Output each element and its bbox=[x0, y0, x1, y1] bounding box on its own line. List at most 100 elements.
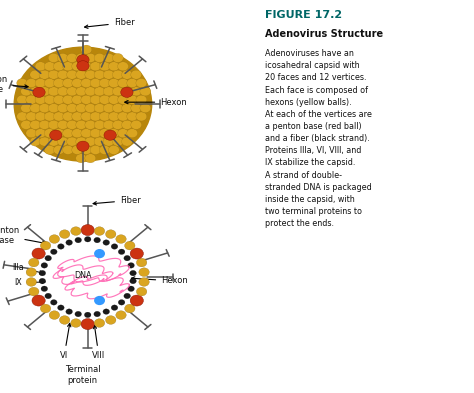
Circle shape bbox=[48, 120, 59, 129]
Circle shape bbox=[94, 319, 105, 327]
Circle shape bbox=[49, 235, 60, 243]
Circle shape bbox=[39, 104, 50, 113]
Circle shape bbox=[103, 137, 114, 146]
Circle shape bbox=[112, 137, 123, 146]
Circle shape bbox=[54, 62, 64, 71]
Circle shape bbox=[94, 237, 100, 243]
Circle shape bbox=[118, 249, 125, 255]
Circle shape bbox=[66, 240, 73, 245]
Text: Hexon: Hexon bbox=[131, 277, 188, 285]
Circle shape bbox=[90, 129, 101, 138]
Circle shape bbox=[48, 104, 59, 113]
Circle shape bbox=[118, 62, 128, 71]
Circle shape bbox=[94, 70, 105, 79]
Circle shape bbox=[76, 53, 87, 62]
Circle shape bbox=[35, 62, 46, 71]
Circle shape bbox=[63, 145, 73, 154]
Circle shape bbox=[85, 120, 96, 129]
Circle shape bbox=[66, 137, 77, 146]
Circle shape bbox=[137, 258, 147, 267]
Circle shape bbox=[81, 79, 92, 88]
Circle shape bbox=[94, 311, 100, 317]
Circle shape bbox=[95, 297, 104, 305]
Circle shape bbox=[99, 145, 110, 154]
Circle shape bbox=[71, 319, 81, 327]
Circle shape bbox=[94, 120, 105, 129]
Circle shape bbox=[99, 129, 110, 138]
Circle shape bbox=[118, 112, 128, 121]
Circle shape bbox=[21, 120, 32, 129]
Circle shape bbox=[125, 304, 135, 313]
Text: Fiber: Fiber bbox=[84, 18, 135, 28]
Circle shape bbox=[127, 79, 137, 88]
Circle shape bbox=[118, 79, 128, 88]
Circle shape bbox=[121, 137, 132, 146]
Circle shape bbox=[48, 70, 59, 79]
Circle shape bbox=[59, 316, 70, 324]
Circle shape bbox=[99, 79, 110, 88]
Circle shape bbox=[40, 241, 51, 250]
Circle shape bbox=[66, 53, 77, 62]
Circle shape bbox=[39, 70, 50, 79]
Circle shape bbox=[85, 137, 96, 146]
Circle shape bbox=[14, 47, 152, 161]
Circle shape bbox=[84, 312, 91, 318]
Circle shape bbox=[104, 130, 116, 140]
Circle shape bbox=[109, 112, 119, 121]
Circle shape bbox=[99, 62, 110, 71]
Circle shape bbox=[45, 255, 52, 261]
Circle shape bbox=[35, 129, 46, 138]
Circle shape bbox=[125, 241, 135, 250]
Circle shape bbox=[90, 145, 101, 154]
Circle shape bbox=[109, 62, 119, 71]
Circle shape bbox=[41, 263, 48, 268]
Circle shape bbox=[17, 112, 27, 121]
Circle shape bbox=[57, 120, 68, 129]
Circle shape bbox=[121, 87, 133, 97]
Circle shape bbox=[137, 287, 147, 296]
Circle shape bbox=[90, 62, 101, 71]
Circle shape bbox=[76, 104, 87, 113]
Circle shape bbox=[84, 237, 91, 242]
Circle shape bbox=[76, 70, 87, 79]
Circle shape bbox=[124, 255, 130, 261]
Circle shape bbox=[76, 120, 87, 129]
Circle shape bbox=[39, 137, 50, 146]
Circle shape bbox=[112, 53, 123, 62]
Circle shape bbox=[121, 70, 132, 79]
Circle shape bbox=[63, 112, 73, 121]
Circle shape bbox=[57, 305, 64, 310]
Circle shape bbox=[127, 112, 137, 121]
Circle shape bbox=[81, 319, 94, 330]
Circle shape bbox=[139, 278, 149, 286]
Circle shape bbox=[72, 79, 82, 88]
Circle shape bbox=[57, 104, 68, 113]
Circle shape bbox=[57, 70, 68, 79]
Circle shape bbox=[33, 87, 45, 97]
Circle shape bbox=[57, 244, 64, 249]
Circle shape bbox=[99, 112, 110, 121]
Circle shape bbox=[77, 61, 89, 71]
Circle shape bbox=[30, 137, 41, 146]
Circle shape bbox=[17, 79, 27, 88]
Circle shape bbox=[44, 79, 55, 88]
Circle shape bbox=[66, 87, 77, 96]
Text: Penton
base: Penton base bbox=[0, 75, 28, 94]
Circle shape bbox=[95, 250, 104, 257]
Circle shape bbox=[50, 130, 62, 140]
Circle shape bbox=[99, 95, 110, 104]
Circle shape bbox=[128, 286, 134, 292]
Circle shape bbox=[21, 87, 32, 96]
Circle shape bbox=[48, 87, 59, 96]
Circle shape bbox=[54, 95, 64, 104]
Circle shape bbox=[121, 104, 132, 113]
Circle shape bbox=[35, 79, 46, 88]
Circle shape bbox=[39, 120, 50, 129]
Text: VI: VI bbox=[60, 323, 71, 360]
Circle shape bbox=[85, 154, 96, 163]
Circle shape bbox=[106, 316, 116, 324]
Circle shape bbox=[26, 268, 36, 276]
Circle shape bbox=[81, 129, 92, 138]
Circle shape bbox=[77, 55, 89, 65]
Circle shape bbox=[131, 70, 142, 79]
